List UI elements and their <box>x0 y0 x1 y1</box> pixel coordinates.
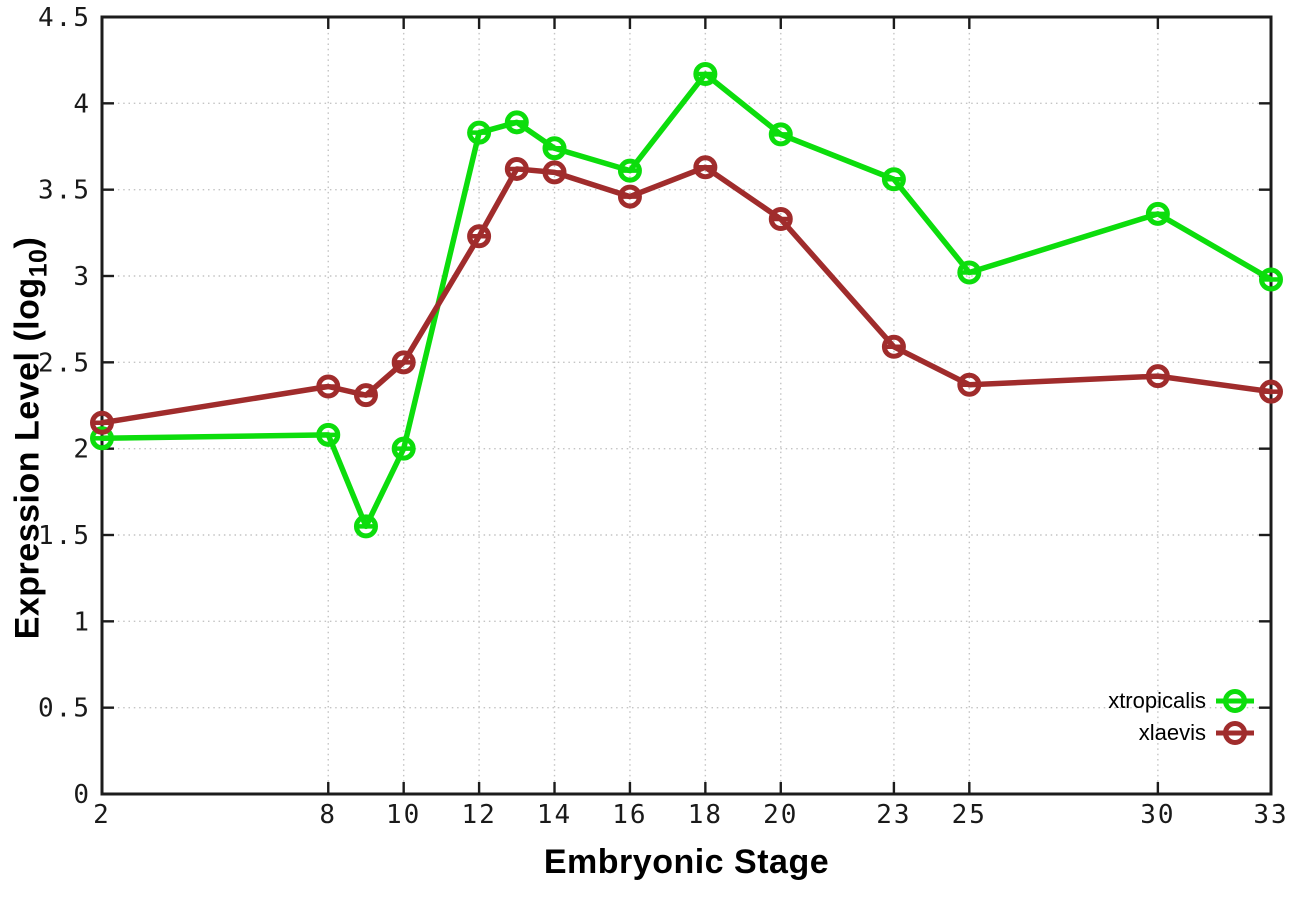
svg-text:4.5: 4.5 <box>38 3 91 33</box>
svg-text:12: 12 <box>461 800 496 830</box>
svg-text:16: 16 <box>612 800 647 830</box>
y-axis-title-text: Expression Level (log <box>8 277 47 640</box>
svg-text:4: 4 <box>73 89 91 119</box>
svg-text:2: 2 <box>93 800 111 830</box>
gridlines <box>101 16 1272 795</box>
svg-text:3.5: 3.5 <box>38 176 91 206</box>
svg-text:30: 30 <box>1140 800 1175 830</box>
svg-text:14: 14 <box>537 800 572 830</box>
x-tick-labels: 2 8 10 12 14 16 18 20 23 25 30 33 <box>93 800 1288 830</box>
svg-text:2: 2 <box>73 435 91 465</box>
svg-text:33: 33 <box>1253 800 1288 830</box>
legend-entry-xlaevis: xlaevis <box>1108 717 1255 749</box>
svg-text:20: 20 <box>763 800 798 830</box>
svg-text:10: 10 <box>386 800 421 830</box>
svg-text:3: 3 <box>73 262 91 292</box>
y-axis-title-close: ) <box>8 236 47 249</box>
svg-text:8: 8 <box>319 800 337 830</box>
legend-label-xlaevis: xlaevis <box>1138 720 1206 745</box>
y-axis-title: Expression Level (log10) <box>8 236 53 640</box>
x-axis-title: Embryonic Stage <box>543 843 830 881</box>
y-axis-title-subscript: 10 <box>24 248 53 278</box>
series-xtropicalis <box>90 61 1283 539</box>
svg-text:0: 0 <box>73 780 91 810</box>
legend-label-xtropicalis: xtropicalis <box>1108 688 1206 713</box>
legend: xtropicalis xlaevis <box>1108 685 1255 749</box>
legend-sample-marker-xlaevis <box>1216 721 1254 745</box>
svg-text:23: 23 <box>876 800 911 830</box>
series-xlaevis <box>90 155 1283 435</box>
svg-text:1.5: 1.5 <box>38 521 91 551</box>
svg-text:18: 18 <box>688 800 723 830</box>
legend-sample-marker-xtropicalis <box>1216 689 1254 713</box>
plot-border <box>100 15 1273 796</box>
legend-entry-xtropicalis: xtropicalis <box>1108 685 1255 717</box>
svg-text:25: 25 <box>952 800 987 830</box>
svg-text:1: 1 <box>73 607 91 637</box>
svg-text:0.5: 0.5 <box>38 694 91 724</box>
y-tick-labels: 0 0.5 1 1.5 2 2.5 3 3.5 4 4.5 <box>38 3 91 810</box>
axis-ticks <box>100 15 1273 796</box>
svg-text:2.5: 2.5 <box>38 348 91 378</box>
